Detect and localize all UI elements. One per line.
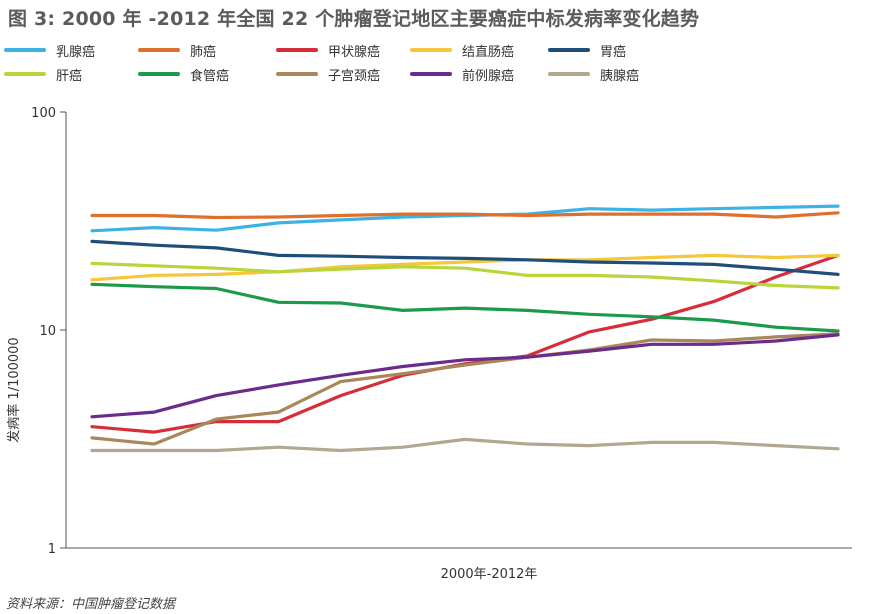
legend-item: 子宫颈癌 <box>276 65 381 84</box>
legend-swatch <box>276 48 318 52</box>
legend: 乳腺癌 肺癌 甲状腺癌 结直肠癌 胃癌肝癌 食管癌 子宫颈癌 前例腺癌 胰腺癌 <box>0 0 876 100</box>
series-line-8 <box>90 332 840 446</box>
legend-label: 肺癌 <box>190 44 217 60</box>
legend-swatch <box>276 72 318 76</box>
chart-title: 图 3: 2000 年 -2012 年全国 22 个肿瘤登记地区主要癌症中标发病… <box>8 8 700 30</box>
legend-item: 胰腺癌 <box>548 65 640 84</box>
legend-swatch <box>548 48 590 52</box>
legend-item: 结直肠癌 <box>410 41 515 60</box>
y-axis-label: 发病率 1/100000 <box>6 337 22 442</box>
series-line-10 <box>90 437 840 453</box>
legend-label: 甲状腺癌 <box>328 44 381 60</box>
legend-item: 胃癌 <box>548 41 627 60</box>
y-tick-label: 10 <box>39 324 56 339</box>
series-line-7 <box>90 282 840 333</box>
legend-label: 胃癌 <box>600 44 627 60</box>
series-line-9 <box>90 333 840 419</box>
series-line-5 <box>90 239 840 276</box>
legend-swatch <box>4 48 46 52</box>
legend-label: 乳腺癌 <box>56 44 96 60</box>
legend-item: 前例腺癌 <box>410 65 515 84</box>
legend-label: 子宫颈癌 <box>328 68 381 84</box>
legend-item: 甲状腺癌 <box>276 41 381 60</box>
legend-label: 结直肠癌 <box>462 44 515 60</box>
legend-swatch <box>138 72 180 76</box>
legend-item: 肺癌 <box>138 41 217 60</box>
legend-swatch <box>410 48 452 52</box>
series-line-2 <box>90 211 840 220</box>
legend-swatch <box>410 72 452 76</box>
legend-item: 肝癌 <box>4 65 83 84</box>
y-tick-label: 1 <box>48 542 56 557</box>
legend-label: 食管癌 <box>190 68 230 84</box>
series-line-6 <box>90 261 840 290</box>
legend-item: 乳腺癌 <box>4 41 96 60</box>
legend-swatch <box>138 48 180 52</box>
series-line-4 <box>90 253 840 282</box>
legend-label: 前例腺癌 <box>462 68 515 84</box>
legend-swatch <box>4 72 46 76</box>
source-note: 资料来源：中国肿瘤登记数据 <box>6 597 176 612</box>
legend-swatch <box>548 72 590 76</box>
legend-label: 胰腺癌 <box>600 68 640 84</box>
y-tick-label: 100 <box>31 106 56 121</box>
legend-item: 食管癌 <box>138 65 230 84</box>
x-axis-label: 2000年-2012年 <box>441 567 538 582</box>
legend-label: 肝癌 <box>56 68 83 84</box>
